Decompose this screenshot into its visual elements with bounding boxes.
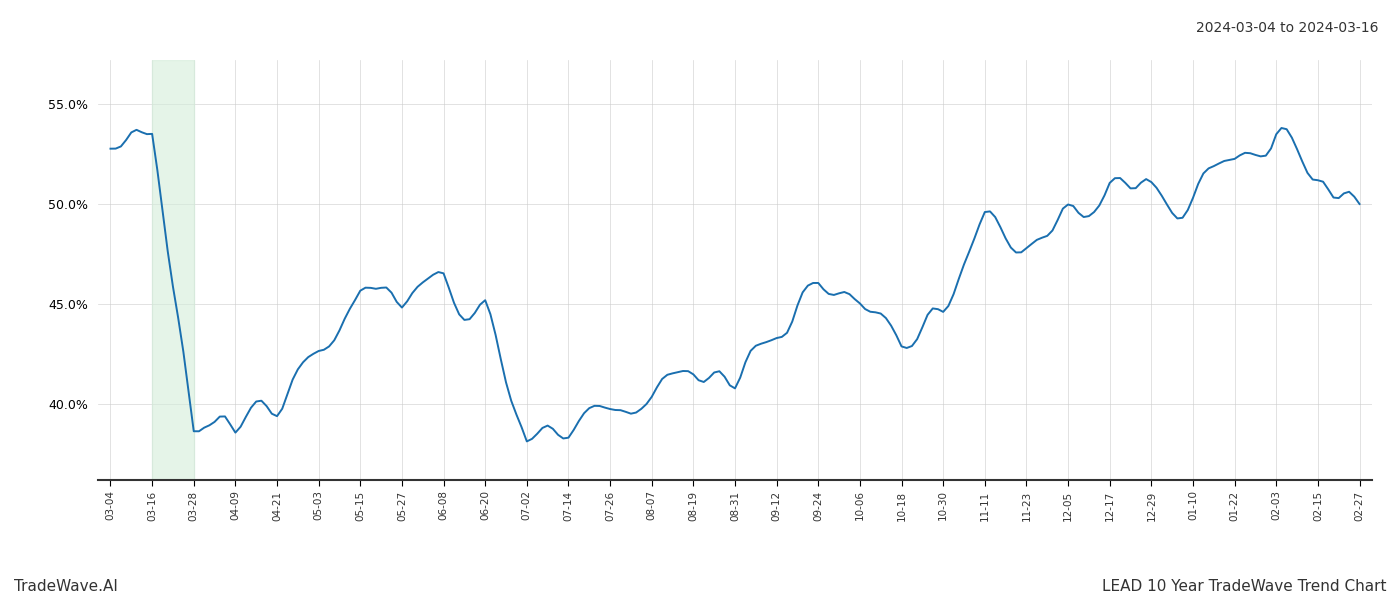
Text: LEAD 10 Year TradeWave Trend Chart: LEAD 10 Year TradeWave Trend Chart <box>1102 579 1386 594</box>
Text: 2024-03-04 to 2024-03-16: 2024-03-04 to 2024-03-16 <box>1197 21 1379 35</box>
Text: TradeWave.AI: TradeWave.AI <box>14 579 118 594</box>
Bar <box>153 60 193 480</box>
